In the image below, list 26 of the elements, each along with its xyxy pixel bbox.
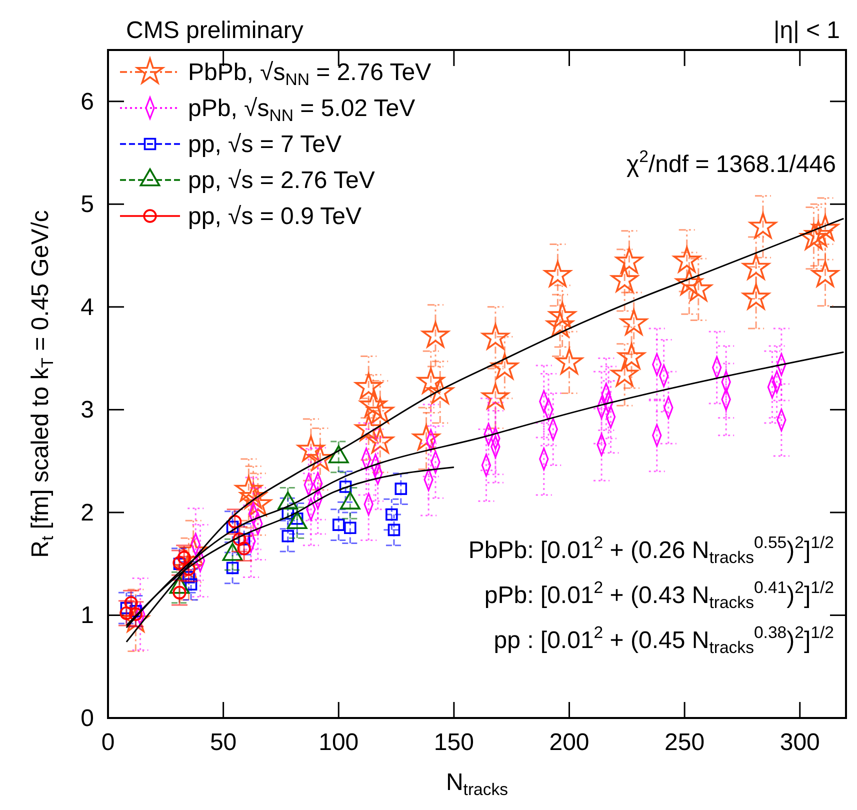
text: pPb: [0.01$^{2}$ + (0.43 N$_{tracks}$$^{0.41}$)$^{2}$]$^{1/2}$ [484, 578, 834, 612]
legend-label: pp, √s = 0.9 TeV [188, 203, 362, 230]
text: PbPb: [0.01$^{2}$ + (0.26 N$_{tracks}$$^{0.55}$)$^{2}$]$^{1/2}$ [468, 532, 834, 568]
text: |η| < 1 [773, 17, 840, 44]
x-tick-label: 0 [101, 729, 115, 756]
y-tick-label: 4 [80, 294, 94, 321]
y-tick-label: 6 [80, 88, 94, 116]
x-tick-label: 250 [664, 729, 705, 756]
y-tick-label: 2 [80, 499, 94, 526]
legend-label: pp, √s = 2.76 TeV [188, 167, 375, 194]
x-tick-label: 300 [780, 729, 820, 756]
y-tick-label: 5 [80, 191, 94, 218]
x-axis-title: N$_{tracks}$ [446, 769, 508, 800]
x-tick-label: 150 [434, 729, 474, 756]
y-tick-label: 1 [80, 602, 94, 630]
legend-label: PbPb, √s$_{NN}$ = 2.76 TeV [188, 59, 432, 90]
text: pp : [0.01$^{2}$ + (0.45 N$_{tracks}$$^{0.38}$)$^{2}$]$^{1/2}$ [494, 622, 834, 658]
legend-label: pPb, √s$_{NN}$ = 5.02 TeV [188, 95, 416, 126]
annotation: χ$^{2}$/ndf = 1368.1/446 [626, 146, 836, 178]
legend-label: pp, √s = 7 TeV [188, 131, 342, 158]
y-tick-label: 3 [80, 396, 94, 424]
y-tick-label: 0 [80, 705, 94, 732]
x-tick-label: 200 [549, 729, 590, 756]
x-tick-label: 100 [318, 729, 359, 756]
x-tick-label: 50 [210, 729, 237, 756]
text: CMS preliminary [126, 17, 304, 44]
